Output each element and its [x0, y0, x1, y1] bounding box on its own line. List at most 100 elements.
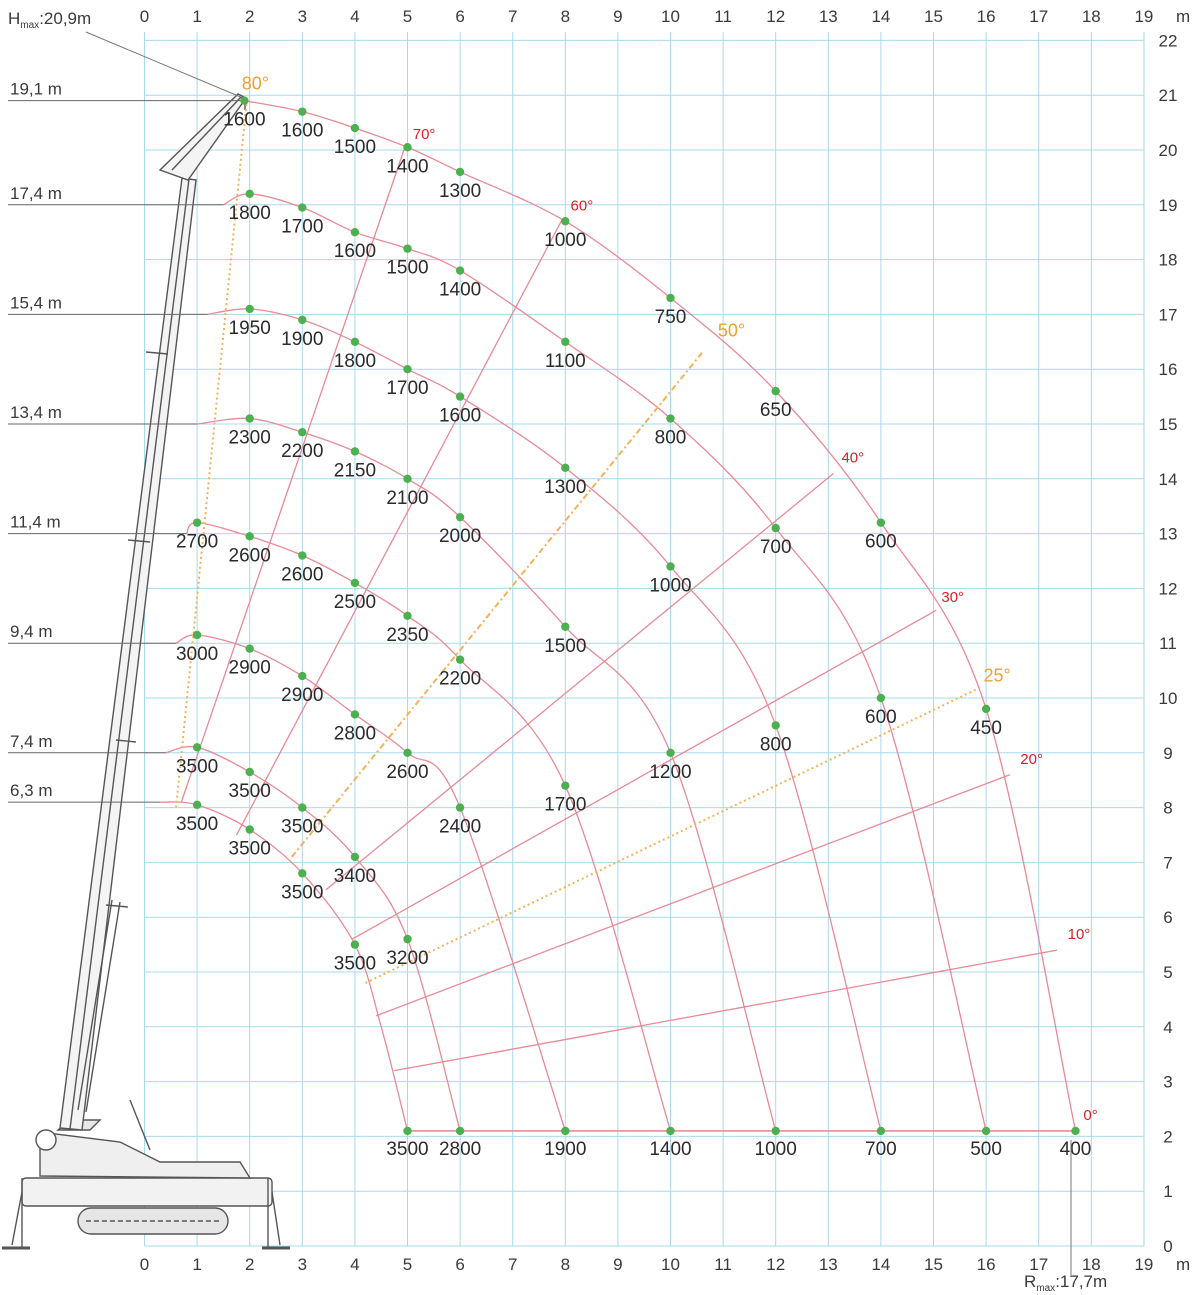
load-point	[403, 934, 412, 944]
load-point	[455, 803, 465, 812]
load-label: 1000	[755, 1139, 797, 1160]
angle-label: 25°	[983, 666, 1010, 686]
load-label: 1600	[281, 121, 323, 142]
load-point	[245, 189, 254, 199]
axes: 0011223344556677889910101111121213131414…	[140, 7, 1190, 1274]
load-point	[876, 693, 886, 703]
load-point	[666, 748, 675, 757]
load-label: 2900	[229, 658, 271, 679]
x-tick-top: 7	[508, 7, 517, 26]
load-point	[298, 203, 307, 212]
height-label: 15,4 m	[10, 293, 62, 312]
x-tick-top: 2	[245, 7, 254, 26]
load-point	[350, 940, 360, 949]
load-point	[192, 800, 202, 810]
y-tick: 2	[1163, 1127, 1172, 1146]
rmax-value: :17,7m	[1055, 1272, 1107, 1291]
load-point	[561, 463, 570, 473]
load-label: 2900	[281, 685, 323, 706]
y-tick: 14	[1159, 470, 1178, 489]
load-label: 3500	[229, 839, 271, 860]
y-tick: 6	[1163, 908, 1172, 927]
load-label: 3000	[176, 644, 218, 665]
height-label: 9,4 m	[10, 622, 53, 641]
load-point	[561, 781, 570, 790]
load-label: 1600	[439, 406, 481, 427]
load-point	[561, 622, 570, 631]
x-unit-top: m	[1176, 7, 1190, 26]
load-label: 2350	[386, 625, 428, 646]
x-tick-bottom: 9	[613, 1255, 622, 1274]
load-points	[192, 96, 1080, 1136]
x-tick-bottom: 11	[714, 1255, 732, 1274]
x-tick-top: 17	[1029, 7, 1048, 26]
angle-label: 30°	[941, 589, 964, 606]
angle-line	[394, 949, 1058, 1072]
y-tick: 12	[1159, 579, 1178, 598]
x-tick-bottom: 4	[350, 1255, 359, 1274]
radius-curve	[223, 193, 987, 1132]
load-point	[455, 167, 465, 177]
load-label: 600	[865, 532, 897, 553]
load-label: 1800	[229, 203, 271, 224]
x-tick-top: 18	[1082, 7, 1101, 26]
x-tick-bottom: 15	[924, 1255, 943, 1274]
load-label: 700	[760, 537, 792, 558]
load-label: 1100	[545, 351, 586, 372]
load-point	[298, 869, 307, 878]
x-tick-bottom: 10	[661, 1255, 680, 1274]
hmax-annotation: Hmax:20,9m	[8, 9, 244, 99]
load-label: 3500	[176, 756, 218, 777]
height-label: 19,1 m	[10, 80, 62, 99]
x-tick-bottom: 5	[403, 1255, 412, 1274]
load-point	[298, 315, 307, 325]
load-label: 600	[865, 707, 897, 728]
load-label: 1300	[544, 477, 586, 498]
height-label: 11,4 m	[10, 513, 61, 532]
load-label: 3500	[334, 954, 376, 975]
x-tick-top: 8	[561, 7, 570, 26]
radius-curve	[207, 308, 882, 1132]
load-point	[298, 803, 307, 812]
angle-label: 10°	[1068, 926, 1091, 943]
angle-line	[325, 472, 834, 891]
x-tick-bottom: 16	[977, 1255, 996, 1274]
y-tick: 20	[1159, 141, 1178, 160]
x-tick-top: 3	[298, 7, 307, 26]
load-point	[455, 266, 465, 275]
y-tick: 22	[1159, 31, 1178, 50]
x-tick-top: 9	[613, 7, 622, 26]
load-label: 2600	[281, 565, 323, 586]
load-label: 1900	[544, 1139, 586, 1160]
load-point	[192, 518, 202, 527]
y-tick: 4	[1163, 1018, 1172, 1037]
angle-line	[351, 609, 937, 940]
load-point	[981, 1126, 991, 1136]
angle-labels: 80° 70° 60° 50° 40° 30° 25° 20° 10° 0°	[242, 74, 1098, 1124]
rmax-annotation: Rmax:17,7m	[1024, 1140, 1107, 1294]
load-label: 800	[760, 734, 792, 755]
y-tick: 16	[1159, 360, 1178, 379]
load-point	[298, 428, 307, 437]
angle-line	[180, 147, 406, 803]
angle-line	[235, 218, 564, 836]
y-tick: 1	[1163, 1182, 1172, 1201]
angle-label: 0°	[1083, 1107, 1097, 1124]
load-point	[455, 1126, 465, 1136]
load-label: 1950	[229, 318, 271, 339]
load-label: 2700	[176, 532, 218, 553]
y-tick: 11	[1159, 634, 1177, 653]
radius-curve	[186, 521, 672, 1132]
load-point	[192, 630, 202, 640]
x-tick-top: 6	[455, 7, 464, 26]
y-tick: 13	[1159, 525, 1178, 544]
x-tick-bottom: 0	[140, 1255, 149, 1274]
load-point	[350, 447, 360, 456]
load-point	[298, 671, 307, 681]
radius-curve	[165, 745, 461, 1132]
x-tick-top: 4	[350, 7, 359, 26]
load-label: 1500	[544, 636, 586, 657]
load-label: 3400	[334, 866, 376, 887]
x-tick-bottom: 19	[1134, 1255, 1153, 1274]
load-point	[771, 1126, 780, 1136]
